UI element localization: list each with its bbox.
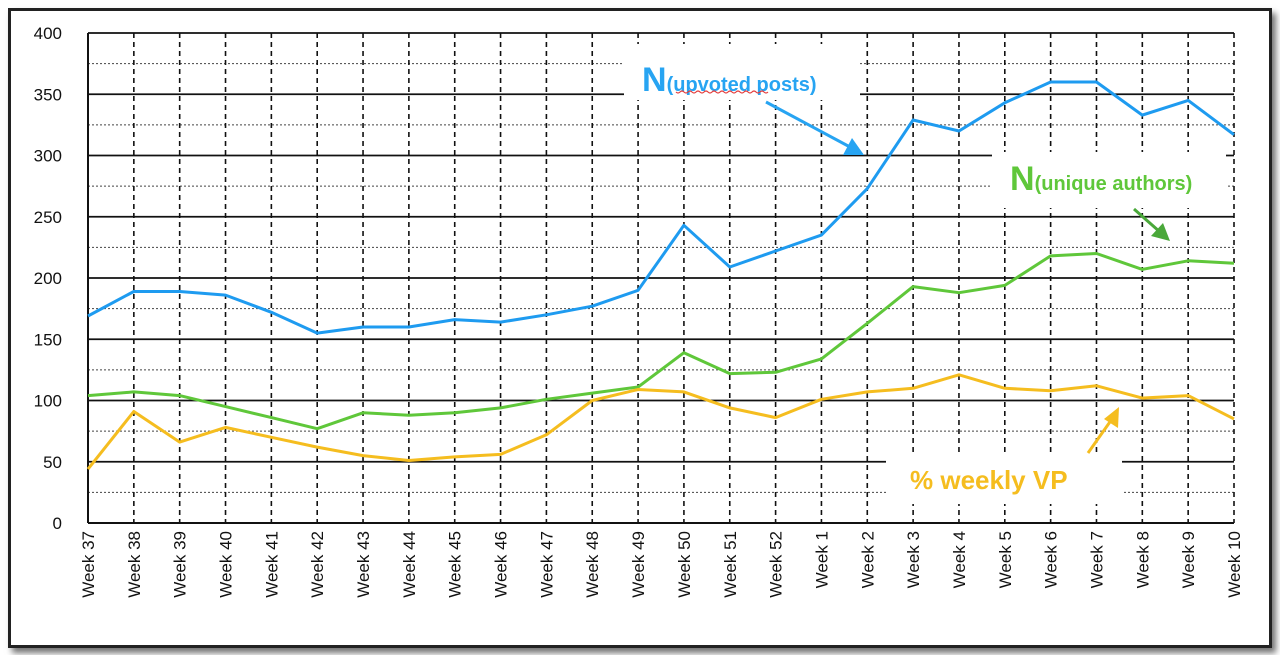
x-tick-label: Week 2 <box>858 531 877 588</box>
y-tick-label: 150 <box>34 330 62 349</box>
unique-authors-big: N <box>1010 160 1035 198</box>
weekly-vp-annotation: % weekly VP <box>910 465 1068 495</box>
x-tick-label: Week 1 <box>812 531 831 588</box>
y-tick-label: 250 <box>34 208 62 227</box>
x-tick-label: Week 7 <box>1087 531 1106 588</box>
upvoted-arrow <box>765 100 851 149</box>
x-tick-label: Week 43 <box>354 531 373 598</box>
x-tick-label: Week 9 <box>1179 531 1198 588</box>
upvoted-posts-big: N <box>642 61 667 99</box>
annotations: N(upvoted posts) N(unique authors) % wee… <box>642 61 1192 495</box>
x-tick-label: Week 45 <box>446 531 465 598</box>
unique-authors-annotation: N(unique authors) <box>1010 160 1192 198</box>
x-tick-label: Week 41 <box>262 531 281 598</box>
series-line <box>87 252 1235 431</box>
x-tick-label: Week 51 <box>721 531 740 598</box>
y-tick-label: 200 <box>34 269 62 288</box>
unique-authors-arrow <box>1133 207 1161 234</box>
upvoted-posts-annotation: N(upvoted posts) <box>642 61 817 99</box>
chart-frame <box>8 8 1272 648</box>
y-tick-label: 100 <box>34 392 62 411</box>
x-tick-label: Week 52 <box>767 531 786 598</box>
weekly-vp-arrowhead <box>1104 407 1119 428</box>
x-tick-label: Week 47 <box>537 531 556 598</box>
x-tick-label: Week 4 <box>950 531 969 588</box>
x-tick-label: Week 5 <box>996 531 1015 588</box>
upvoted-arrowhead <box>843 138 864 155</box>
unique-authors-small: (unique authors) <box>1035 173 1193 195</box>
x-tick-label: Week 3 <box>904 531 923 588</box>
x-tick-label: Week 49 <box>629 531 648 598</box>
x-tick-label: Week 44 <box>400 531 419 598</box>
x-axis: Week 37 Week 38 Week 39 Week 40 Week 41 Week … <box>79 522 1244 598</box>
y-tick-label: 350 <box>34 85 62 104</box>
weekly-vp-arrow <box>1086 418 1114 454</box>
series-line <box>86 373 1235 471</box>
x-tick-label: Week 10 <box>1225 531 1244 598</box>
y-tick-label: 300 <box>34 147 62 166</box>
y-axis: 0 50 100 150 200 250 300 350 400 <box>34 24 89 533</box>
y-tick-label: 0 <box>53 514 62 533</box>
x-tick-label: Week 37 <box>79 531 98 598</box>
x-tick-label: Week 38 <box>125 531 144 598</box>
x-tick-label: Week 39 <box>171 531 190 598</box>
unique-authors-arrowhead <box>1151 223 1170 241</box>
x-tick-label: Week 6 <box>1042 531 1061 588</box>
upvoted-misspell-underline <box>675 90 769 94</box>
series-lines <box>86 80 1235 471</box>
upvoted-posts-small: (upvoted posts) <box>667 74 817 96</box>
y-tick-label: 50 <box>43 453 62 472</box>
series-line <box>87 80 1235 335</box>
grid <box>87 32 1235 524</box>
x-tick-label: Week 50 <box>675 531 694 598</box>
x-tick-label: Week 42 <box>308 531 327 598</box>
y-tick-label: 400 <box>34 24 62 43</box>
x-tick-label: Week 8 <box>1133 531 1152 588</box>
x-tick-label: Week 40 <box>217 531 236 598</box>
x-tick-label: Week 48 <box>583 531 602 598</box>
x-tick-label: Week 46 <box>492 531 511 598</box>
annotation-backgrounds <box>624 44 1226 504</box>
